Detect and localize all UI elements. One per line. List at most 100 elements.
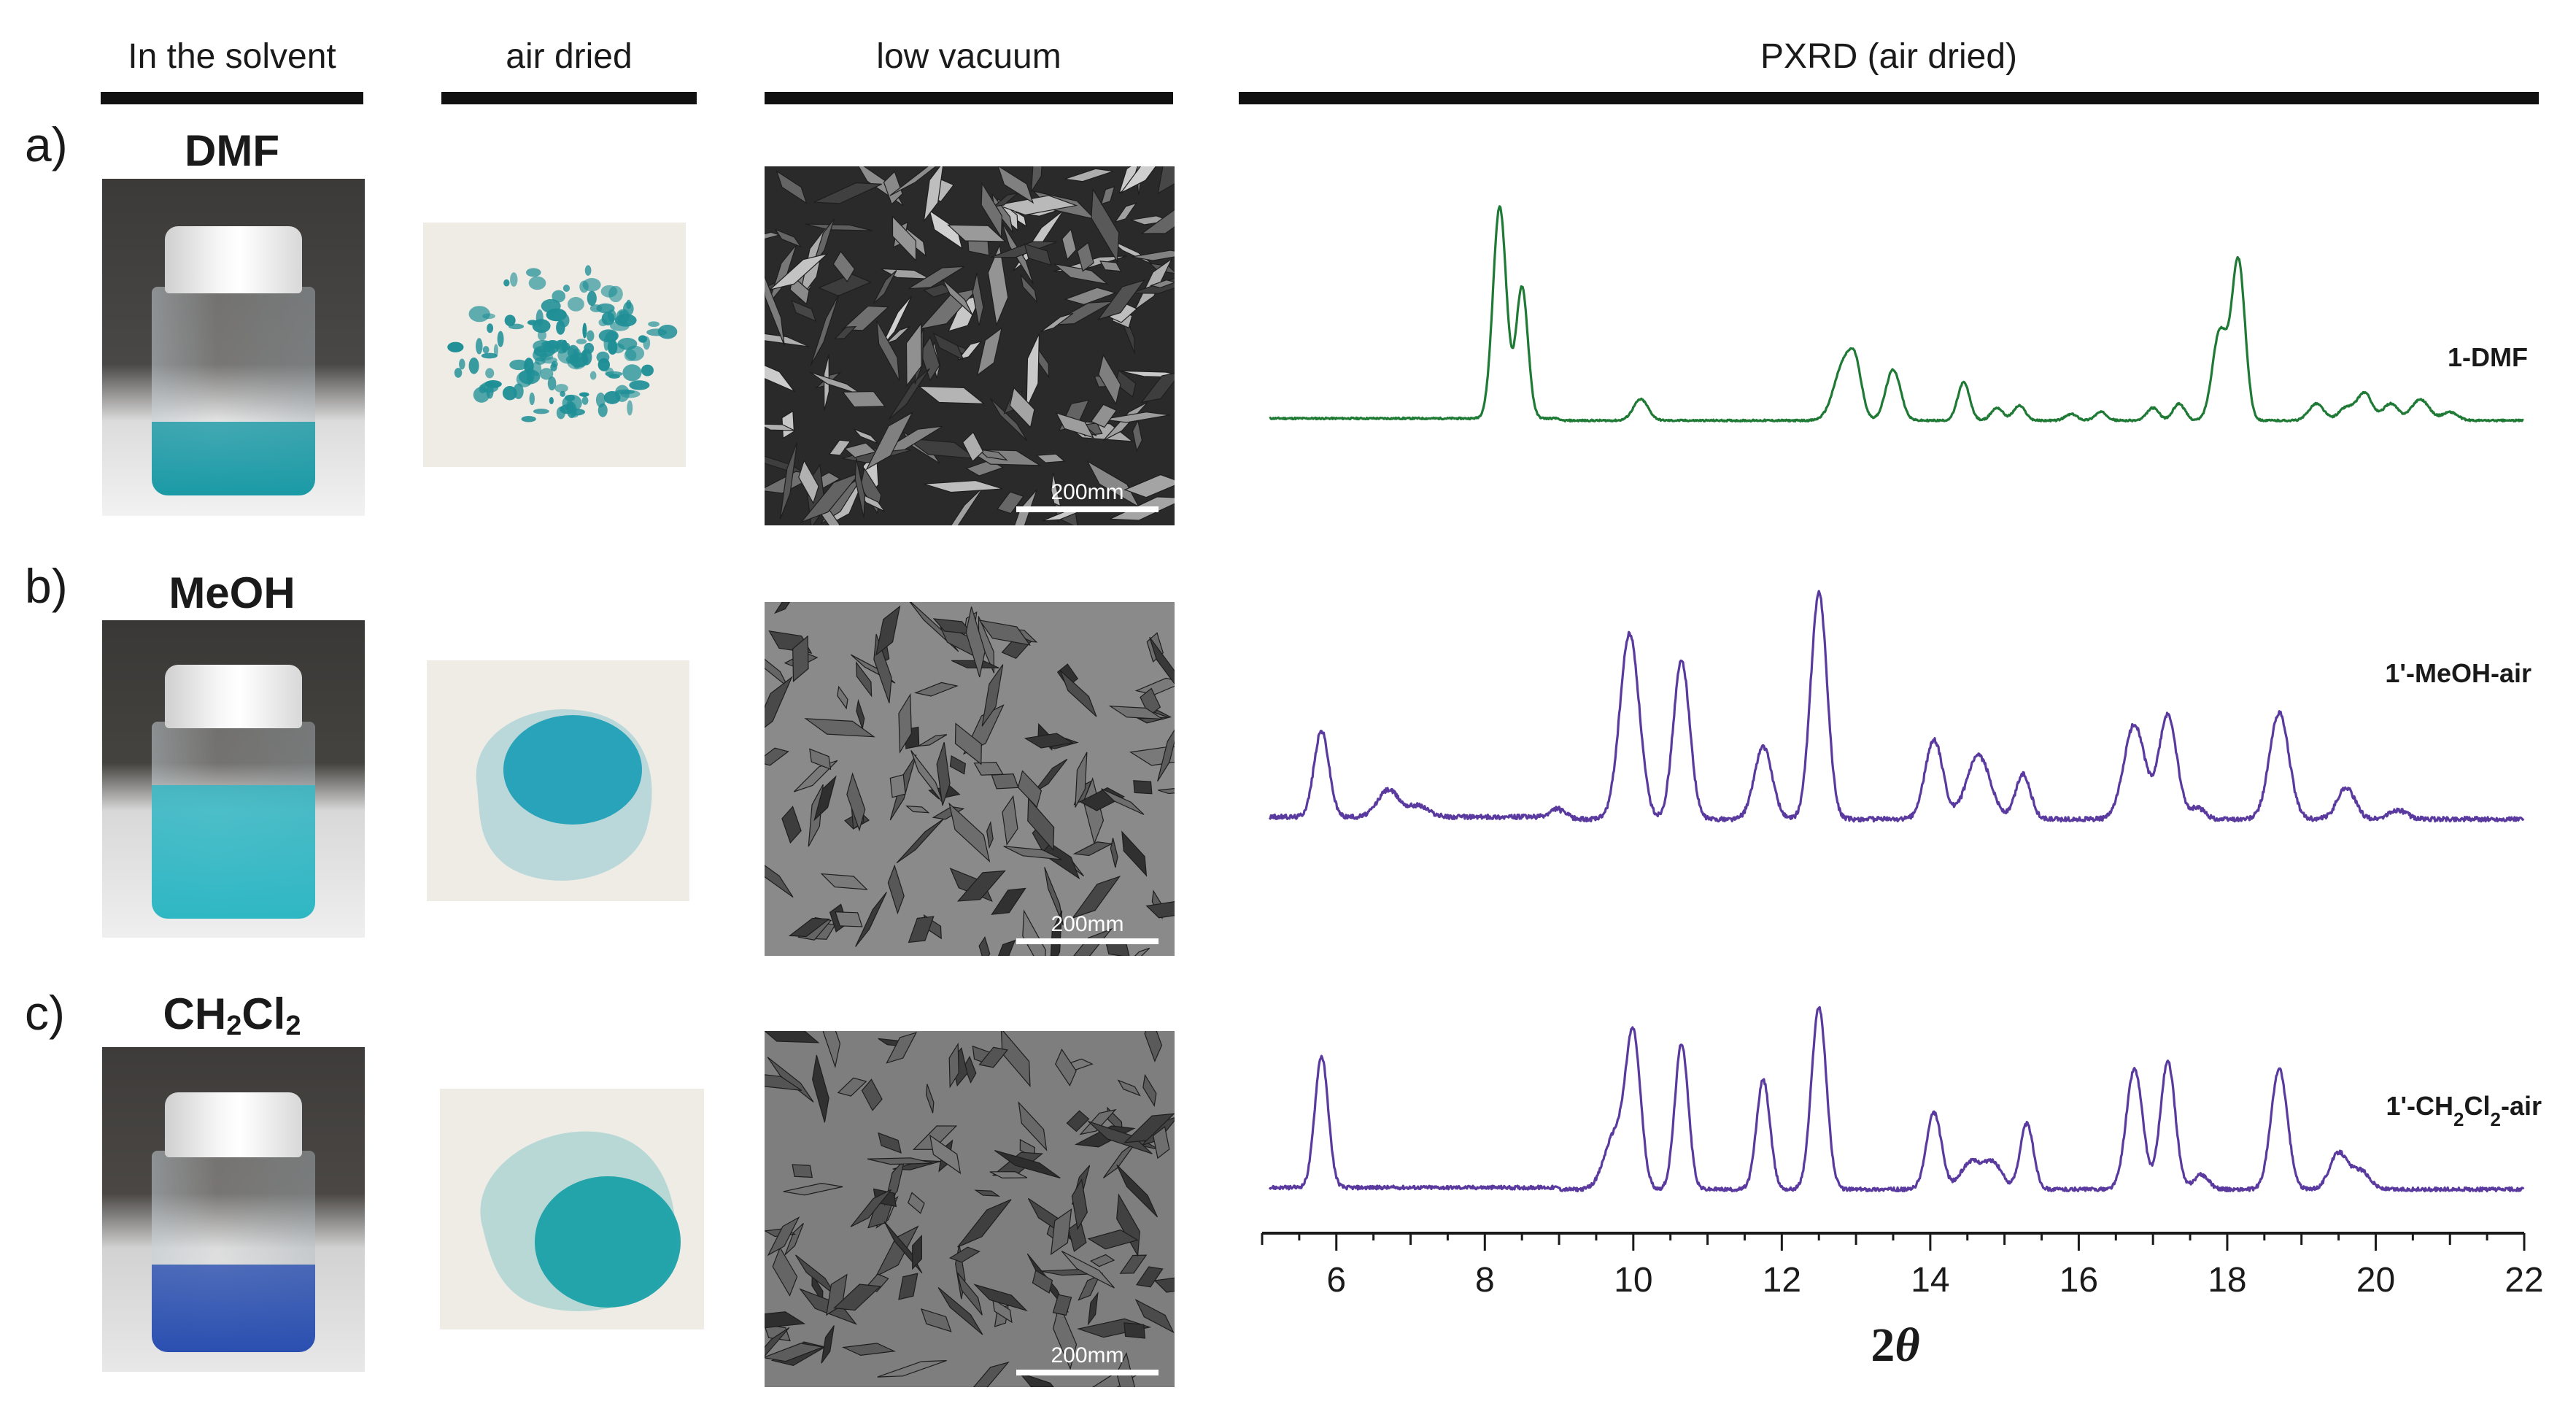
series-label-1-meoh-air: 1'-MeOH-air bbox=[2385, 658, 2531, 688]
sem-crystal bbox=[1024, 243, 1052, 266]
sem-crystal bbox=[1031, 166, 1043, 193]
powder-particle bbox=[597, 403, 608, 417]
sem-crystal bbox=[991, 773, 1019, 790]
sem-crystal bbox=[1017, 770, 1043, 808]
powder-particle bbox=[616, 309, 630, 324]
vial-photo-ch2cl2 bbox=[102, 1047, 365, 1372]
powder-spots-meoh bbox=[476, 709, 652, 881]
sem-crystal bbox=[878, 1132, 902, 1154]
sem-crystal bbox=[832, 250, 856, 282]
sem-crystal bbox=[1088, 1121, 1153, 1154]
powder-particle bbox=[510, 272, 518, 287]
column-header-pxrd: PXRD (air dried) bbox=[1760, 37, 2018, 76]
sem-crystal bbox=[1134, 947, 1150, 956]
sem-crystal bbox=[1142, 1073, 1157, 1108]
powder-particle bbox=[509, 359, 528, 371]
sem-crystal bbox=[980, 182, 1003, 239]
sem-crystal bbox=[841, 305, 890, 331]
powder-particle bbox=[516, 371, 533, 387]
x-tick-label: 18 bbox=[2208, 1261, 2246, 1300]
powder-particle bbox=[503, 279, 510, 287]
sem-crystal bbox=[804, 718, 875, 738]
sem-crystals-ch2cl2 bbox=[765, 1031, 1175, 1387]
column-header-air-dried: air dried bbox=[506, 37, 633, 76]
sem-crystal bbox=[1076, 242, 1094, 272]
powder-particle bbox=[550, 363, 557, 372]
sem-crystal bbox=[837, 685, 848, 710]
sem-crystal bbox=[942, 279, 973, 315]
sem-crystal bbox=[1108, 705, 1164, 720]
sem-crystal bbox=[765, 1074, 802, 1091]
series-line-1 bbox=[1268, 590, 2525, 823]
powder-particle bbox=[584, 265, 592, 276]
sem-crystal bbox=[965, 606, 986, 678]
powder-particle bbox=[582, 323, 587, 339]
x-tick-label: 16 bbox=[2059, 1261, 2098, 1300]
sem-crystal bbox=[888, 368, 930, 420]
powder-particle bbox=[596, 303, 615, 314]
powder-particle bbox=[529, 392, 535, 406]
sem-crystal bbox=[929, 209, 963, 250]
sem-crystal bbox=[1009, 387, 1035, 428]
sem-crystal bbox=[783, 1182, 843, 1196]
sem-crystal bbox=[765, 1327, 790, 1357]
sem-crystal bbox=[1013, 209, 1064, 271]
powder-particle bbox=[568, 296, 584, 312]
sem-crystal bbox=[1123, 1113, 1175, 1143]
sem-crystal bbox=[997, 939, 1016, 956]
sem-crystal bbox=[1158, 787, 1175, 795]
powder-spots-dmf bbox=[447, 265, 678, 422]
sem-crystal bbox=[898, 692, 912, 754]
scale-bar-label: 200mm bbox=[1051, 912, 1124, 936]
powder-particle bbox=[528, 276, 546, 290]
sem-crystal bbox=[912, 1125, 958, 1150]
air-dried-sample-dmf bbox=[423, 223, 686, 467]
powder-particle bbox=[562, 284, 570, 293]
sem-crystal bbox=[1018, 1101, 1048, 1151]
powder-spots-ch2cl2 bbox=[480, 1131, 681, 1311]
sem-crystal bbox=[788, 917, 830, 938]
sem-crystal bbox=[997, 491, 1024, 514]
sem-crystal bbox=[948, 802, 991, 863]
sem-crystal bbox=[929, 1134, 962, 1175]
x-axis: 6 8 10 12 14 16 18 20 22 bbox=[1261, 1232, 2544, 1300]
powder-particle bbox=[624, 350, 637, 361]
sem-crystal bbox=[891, 215, 917, 262]
powder-particle bbox=[600, 285, 618, 298]
sem-crystal bbox=[781, 410, 795, 439]
powder-particle bbox=[546, 308, 567, 322]
powder-particle bbox=[547, 376, 557, 391]
powder-particle bbox=[587, 330, 595, 341]
sem-crystal bbox=[1132, 419, 1143, 452]
sem-crystal bbox=[1144, 1031, 1163, 1062]
powder-particle bbox=[598, 329, 619, 343]
sem-crystals-dmf bbox=[765, 166, 1175, 525]
powder-particle bbox=[485, 368, 495, 379]
powder-particle bbox=[525, 268, 541, 277]
sem-image-meoh: 200mm bbox=[765, 602, 1175, 956]
sem-crystal bbox=[865, 411, 913, 471]
sem-crystal bbox=[1067, 1219, 1087, 1252]
series-label-1-dmf: 1-DMF bbox=[2448, 342, 2528, 372]
sem-crystal bbox=[924, 479, 1003, 493]
sem-crystal bbox=[925, 1084, 935, 1114]
sem-crystal bbox=[920, 1308, 952, 1332]
powder-particle bbox=[579, 392, 589, 397]
powder-particle bbox=[468, 357, 479, 374]
sem-crystal bbox=[1140, 209, 1175, 234]
sem-crystal bbox=[1022, 909, 1046, 956]
air-dried-sample-ch2cl2 bbox=[440, 1089, 704, 1329]
powder-particle bbox=[554, 384, 568, 393]
powder-particle bbox=[487, 323, 494, 333]
x-tick-label: 6 bbox=[1326, 1261, 1346, 1300]
sem-crystal bbox=[820, 873, 868, 890]
sem-crystal bbox=[767, 1216, 800, 1257]
powder-particle bbox=[629, 380, 650, 390]
sem-crystal bbox=[812, 1054, 829, 1123]
sem-crystal bbox=[905, 805, 930, 814]
powder-particle bbox=[552, 290, 566, 303]
sem-crystal bbox=[850, 1189, 892, 1227]
solvent-name-dmf: DMF bbox=[185, 126, 279, 175]
series-label-1-ch2cl2-air: 1'-CH2Cl2-air bbox=[2386, 1091, 2542, 1130]
